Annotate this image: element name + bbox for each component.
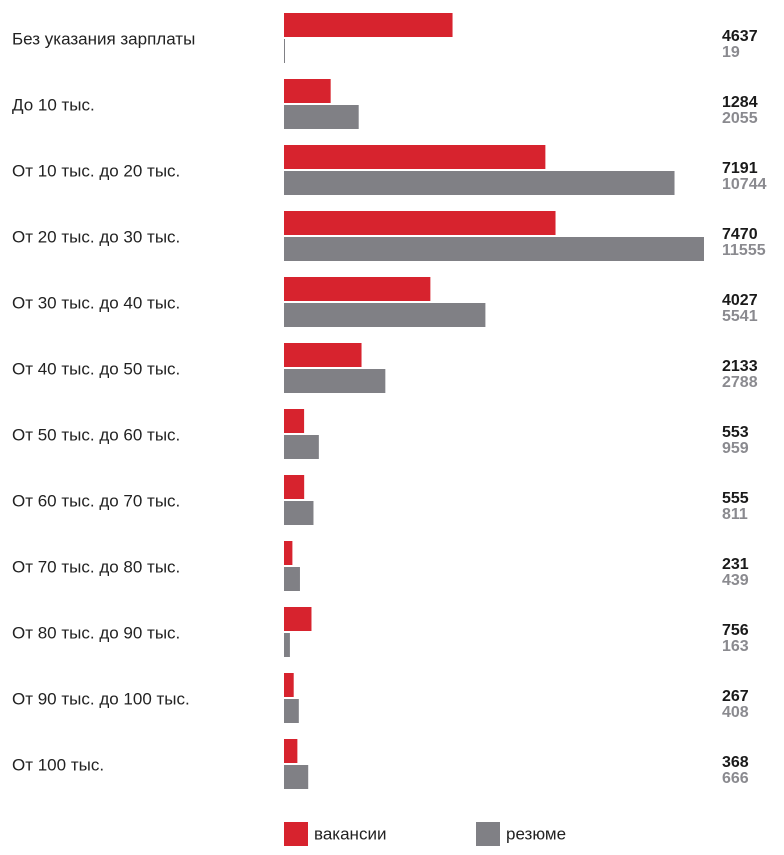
value-label: 231 [722,556,749,573]
bar [284,79,331,103]
bar [284,699,299,723]
value-label: 2788 [722,374,758,391]
bar [284,633,290,657]
value-label: 4027 [722,292,758,309]
category-label: От 60 тыс. до 70 тыс. [12,491,180,510]
legend-label: вакансии [314,824,386,843]
legend-swatch [476,822,500,846]
category-label: От 80 тыс. до 90 тыс. [12,623,180,642]
value-label: 267 [722,688,749,705]
value-label: 555 [722,490,749,507]
value-label: 368 [722,754,749,771]
bar [284,237,704,261]
value-label: 811 [722,506,748,523]
value-label: 959 [722,440,749,457]
bar [284,171,675,195]
category-label: От 20 тыс. до 30 тыс. [12,227,180,246]
bar [284,673,294,697]
bar [284,567,300,591]
bar [284,343,362,367]
category-label: От 10 тыс. до 20 тыс. [12,161,180,180]
value-label: 2133 [722,358,758,375]
category-label: От 90 тыс. до 100 тыс. [12,689,190,708]
bar [284,277,431,301]
value-label: 439 [722,572,749,589]
category-label: От 50 тыс. до 60 тыс. [12,425,180,444]
value-label: 1284 [722,94,758,111]
bar [284,369,386,393]
bar [284,765,309,789]
bar [284,541,293,565]
value-label: 666 [722,770,749,787]
value-label: 756 [722,622,749,639]
value-label: 7191 [722,160,758,177]
bar [284,13,453,37]
category-label: От 30 тыс. до 40 тыс. [12,293,180,312]
bar [284,39,285,63]
bar [284,409,305,433]
bar [284,145,546,169]
value-label: 408 [722,704,749,721]
bar [284,105,359,129]
value-label: 11555 [722,242,766,259]
value-label: 7470 [722,226,758,243]
category-label: От 100 тыс. [12,755,104,774]
value-label: 10744 [722,176,767,193]
bar [284,211,556,235]
category-label: От 40 тыс. до 50 тыс. [12,359,180,378]
bar [284,739,298,763]
bar [284,607,312,631]
category-label: До 10 тыс. [12,95,95,114]
bar [284,435,319,459]
category-label: От 70 тыс. до 80 тыс. [12,557,180,576]
bar [284,501,314,525]
legend-label: резюме [506,824,566,843]
legend-swatch [284,822,308,846]
value-label: 19 [722,44,740,61]
value-label: 163 [722,638,749,655]
value-label: 4637 [722,28,758,45]
category-label: Без указания зарплаты [12,29,195,48]
bar [284,475,305,499]
value-label: 553 [722,424,749,441]
value-label: 2055 [722,110,758,127]
bar [284,303,486,327]
value-label: 5541 [722,308,758,325]
